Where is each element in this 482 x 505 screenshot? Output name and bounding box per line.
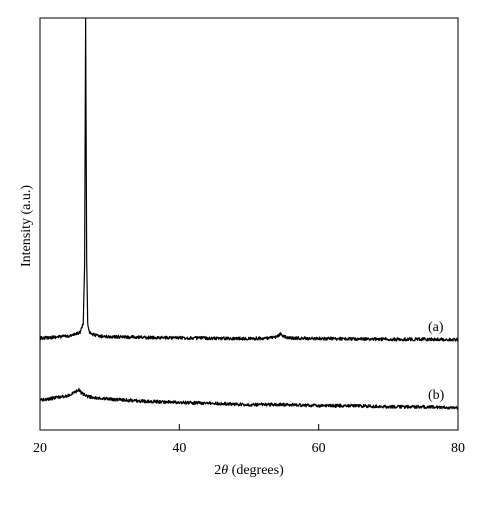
x-tick-label: 20 bbox=[33, 441, 47, 456]
series-label-a: (a) bbox=[428, 320, 444, 335]
x-axis-label: 2θ (degrees) bbox=[214, 463, 284, 478]
plot-frame bbox=[39, 17, 459, 431]
series-line-b bbox=[39, 388, 459, 410]
series-layer bbox=[39, 17, 459, 410]
series-labels: (a) (b) bbox=[428, 320, 445, 403]
series-line-a bbox=[39, 17, 459, 342]
y-axis-label: Intensity (a.u.) bbox=[19, 185, 34, 267]
x-tick-label: 60 bbox=[312, 441, 326, 456]
series-label-b: (b) bbox=[428, 388, 445, 403]
x-tick-label: 40 bbox=[172, 441, 186, 456]
x-axis-ticks: 20 40 60 80 bbox=[33, 424, 465, 456]
x-tick-label: 80 bbox=[451, 441, 465, 456]
